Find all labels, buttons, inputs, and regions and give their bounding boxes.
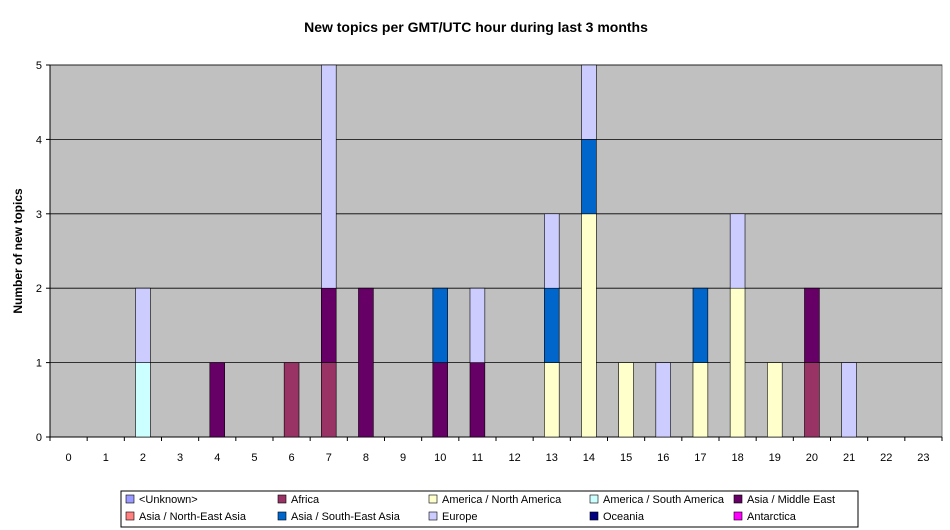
legend-swatch	[125, 511, 135, 521]
x-tick-label: 3	[177, 452, 183, 464]
bar-segment	[729, 213, 746, 289]
bar-segment	[469, 362, 486, 438]
bar-segment	[729, 287, 746, 438]
bar-segment	[321, 287, 337, 363]
bar-segment	[321, 362, 337, 438]
legend-swatch	[589, 511, 599, 521]
x-tick-label: 22	[880, 452, 892, 464]
y-tick-label: 0	[36, 432, 42, 444]
legend-label: Oceania	[603, 511, 645, 523]
x-tick-label: 14	[583, 452, 595, 464]
bar-segment	[581, 64, 597, 140]
legend-label: America / North America	[442, 494, 562, 506]
x-tick-label: 1	[103, 452, 109, 464]
legend-swatch	[125, 494, 135, 504]
x-tick-label: 20	[806, 452, 818, 464]
x-tick-label: 5	[251, 452, 257, 464]
x-tick-label: 15	[620, 452, 632, 464]
bar-segment	[544, 287, 560, 363]
bar-segment	[804, 362, 820, 438]
x-tick-label: 18	[731, 452, 743, 464]
x-tick-label: 19	[769, 452, 781, 464]
bar-segment	[135, 362, 151, 438]
legend-swatch	[428, 494, 438, 504]
x-tick-label: 16	[657, 452, 669, 464]
legend-label: Asia / North-East Asia	[139, 511, 247, 523]
bar-segment	[581, 213, 597, 438]
legend-label: Asia / South-East Asia	[291, 511, 401, 523]
x-tick-label: 8	[363, 452, 369, 464]
x-tick-label: 13	[546, 452, 558, 464]
bar-segment	[841, 362, 857, 438]
x-tick-label: 10	[434, 452, 446, 464]
bar-segment	[209, 362, 225, 438]
y-tick-label: 5	[36, 60, 42, 72]
x-tick-label: 6	[289, 452, 295, 464]
legend-label: Antarctica	[747, 511, 797, 523]
x-tick-label: 9	[400, 452, 406, 464]
legend-swatch	[428, 511, 438, 521]
x-tick-label: 7	[326, 452, 332, 464]
bar-segment	[544, 362, 560, 438]
x-tick-label: 17	[694, 452, 706, 464]
bar-segment	[804, 287, 820, 363]
x-tick-label: 11	[472, 452, 483, 464]
legend: <Unknown> Africa America / North America Am…	[120, 490, 859, 528]
bar-segment	[544, 213, 560, 289]
chart-title: New topics per GMT/UTC hour during last …	[304, 19, 648, 35]
bar-segment	[358, 287, 374, 438]
bar-segment	[135, 287, 151, 363]
bar-segment	[655, 362, 671, 438]
y-axis-label: Number of new topics	[11, 188, 25, 314]
legend-swatch	[277, 494, 287, 504]
x-tick-label: 4	[214, 452, 220, 464]
bar-segment	[767, 362, 783, 438]
bar-segment	[432, 287, 448, 363]
x-tick-label: 2	[140, 452, 146, 464]
bar-segment	[469, 287, 486, 363]
y-tick-label: 2	[36, 283, 42, 295]
legend-swatch	[589, 494, 599, 504]
bar-segment	[283, 362, 300, 438]
y-tick-label: 1	[36, 358, 42, 370]
bar-segment	[321, 64, 337, 289]
bar-segment	[581, 139, 597, 215]
y-tick-label: 3	[36, 209, 42, 221]
legend-label: Europe	[442, 511, 477, 523]
plot-background	[49, 64, 943, 438]
legend-swatch	[733, 511, 743, 521]
x-tick-label: 21	[843, 452, 855, 464]
bar-segment	[618, 362, 634, 438]
legend-label: Asia / Middle East	[747, 494, 835, 506]
legend-label: America / South America	[603, 494, 725, 506]
legend-swatch	[733, 494, 743, 504]
bar-segment	[692, 287, 709, 363]
x-tick-label: 23	[917, 452, 929, 464]
legend-label: Africa	[291, 494, 320, 506]
x-tick-label: 12	[508, 452, 520, 464]
bar-segment	[692, 362, 709, 438]
bar-segment	[432, 362, 448, 438]
legend-label: <Unknown>	[139, 494, 198, 506]
y-tick-label: 4	[36, 134, 42, 146]
x-tick-label: 0	[66, 452, 72, 464]
legend-swatch	[277, 511, 287, 521]
